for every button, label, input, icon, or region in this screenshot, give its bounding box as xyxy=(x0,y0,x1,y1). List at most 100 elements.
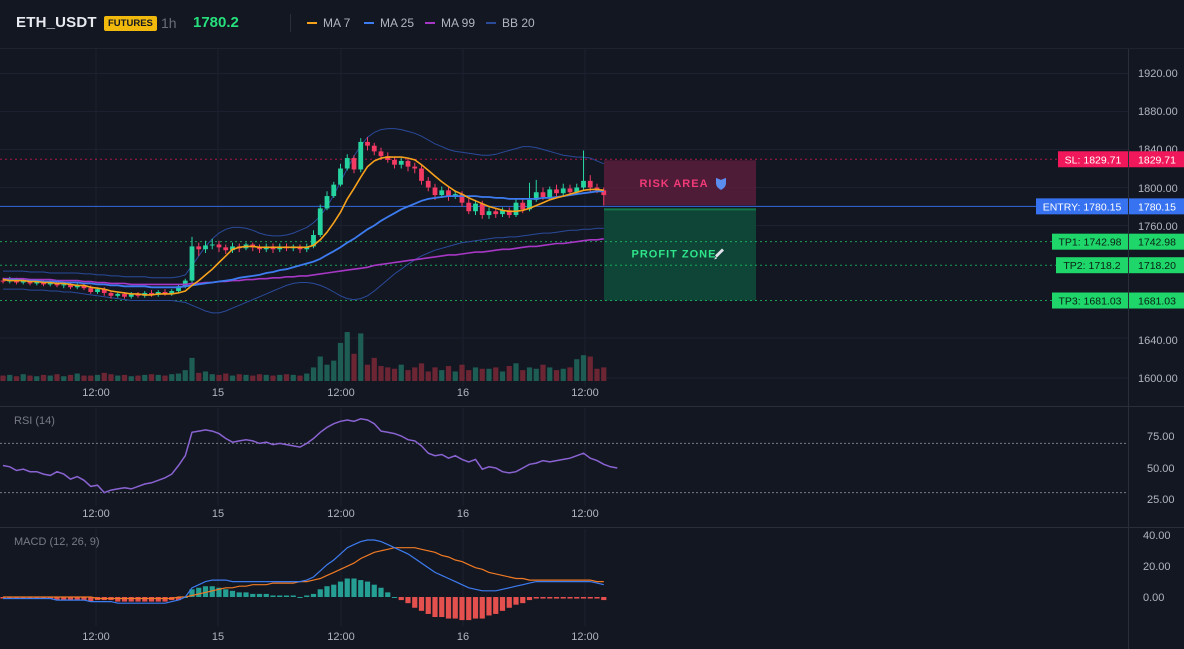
time-tick-label: 12:00 xyxy=(571,387,599,399)
volume-bar xyxy=(574,359,580,381)
trade-level-tag-label: ENTRY: 1780.15 xyxy=(1043,201,1122,213)
macd-histogram-bar xyxy=(223,589,229,597)
macd-histogram-bar xyxy=(553,597,560,599)
volume-bar xyxy=(189,357,195,381)
volume-bar xyxy=(337,342,344,381)
volume-bar xyxy=(398,364,404,381)
candle-body xyxy=(115,293,121,296)
volume-bar xyxy=(547,367,553,381)
macd-histogram-bar xyxy=(385,592,391,597)
volume-bar xyxy=(169,374,175,381)
macd-histogram-bar xyxy=(310,593,317,597)
volume-bar xyxy=(526,367,533,381)
candle-body xyxy=(520,202,526,210)
volume-bar xyxy=(358,333,364,381)
time-tick-label: 12:00 xyxy=(571,508,599,520)
macd-histogram-bar xyxy=(47,597,53,599)
volume-bar xyxy=(88,375,94,381)
candle-body xyxy=(574,187,580,193)
macd-histogram-bar xyxy=(412,597,418,608)
volume-bar xyxy=(432,367,438,381)
macd-histogram-bar xyxy=(67,597,74,601)
price-tick-label: 1760.00 xyxy=(1138,221,1178,233)
macd-histogram-bar xyxy=(189,589,195,597)
trade-level-axis-tag xyxy=(1129,151,1184,168)
macd-histogram-bar xyxy=(290,595,296,597)
candle-body xyxy=(108,292,114,296)
macd-histogram-bar xyxy=(425,597,431,614)
macd-histogram-bar xyxy=(216,587,222,597)
volume-bar xyxy=(61,376,67,381)
macd-histogram-bar xyxy=(277,595,283,597)
volume-bar xyxy=(466,370,472,381)
ma25-swatch-icon xyxy=(364,22,374,24)
time-tick-label: 12:00 xyxy=(327,631,355,643)
macd-histogram-bar xyxy=(209,586,215,597)
candle-body xyxy=(311,235,316,247)
legend-ma7[interactable]: MA 7 xyxy=(307,16,350,30)
macd-histogram-bar xyxy=(13,597,20,599)
volume-bar xyxy=(34,376,40,381)
legend-ma99[interactable]: MA 99 xyxy=(425,16,475,30)
volume-bar xyxy=(0,375,6,381)
macd-histogram-bar xyxy=(196,587,202,597)
trade-level-axis-value: 1742.98 xyxy=(1138,237,1176,249)
legend-bb20[interactable]: BB 20 xyxy=(486,16,535,30)
volume-bar xyxy=(506,366,512,381)
macd-histogram-bar xyxy=(40,597,47,599)
volume-bar xyxy=(7,374,13,381)
candle-body xyxy=(351,158,357,170)
candle-body xyxy=(392,159,397,165)
macd-histogram-bar xyxy=(472,597,479,619)
volume-bar xyxy=(20,374,26,381)
timeframe-label[interactable]: 1h xyxy=(161,15,177,31)
candle-body xyxy=(513,202,519,216)
volume-bar xyxy=(81,375,87,381)
candle-body xyxy=(216,244,222,248)
profit-zone-edge xyxy=(604,208,756,211)
macd-histogram-bar xyxy=(304,595,310,597)
time-tick-label: 15 xyxy=(212,508,224,520)
volume-bar xyxy=(472,367,479,381)
candle-body xyxy=(547,189,553,197)
trade-level-tag-label: TP2: 1718.2 xyxy=(1063,260,1120,272)
volume-bar xyxy=(418,363,425,381)
macd-histogram-bar xyxy=(297,597,303,598)
volume-bar xyxy=(270,375,276,381)
ma25-line xyxy=(3,190,604,289)
trade-level-axis-value: 1718.20 xyxy=(1138,260,1176,272)
header-divider xyxy=(290,14,291,32)
macd-histogram-bar xyxy=(256,593,263,597)
candle-body xyxy=(540,192,546,197)
macd-histogram-bar xyxy=(520,597,526,604)
candle-body xyxy=(47,282,53,285)
macd-histogram-bar xyxy=(499,597,506,611)
ma7-line xyxy=(2,156,604,296)
candle-body xyxy=(419,168,424,181)
volume-bar xyxy=(297,375,303,381)
macd-pane-label: MACD (12, 26, 9) xyxy=(14,536,100,548)
bollinger-lower-line xyxy=(3,227,604,314)
volume-bar xyxy=(439,370,445,381)
trade-level-axis-tag xyxy=(1129,233,1184,250)
volume-bar xyxy=(601,367,607,381)
macd-histogram-bar xyxy=(358,580,364,597)
candle-body xyxy=(439,190,445,196)
volume-bar xyxy=(378,366,384,381)
candle-body xyxy=(425,180,431,188)
volume-bar xyxy=(493,367,499,381)
candle-body xyxy=(196,246,202,250)
symbol-name[interactable]: ETH_USDT xyxy=(16,14,97,31)
candle-body xyxy=(34,281,40,284)
ma99-swatch-icon xyxy=(425,22,435,24)
legend-ma25[interactable]: MA 25 xyxy=(364,16,414,30)
macd-histogram-bar xyxy=(486,597,492,616)
volume-bar xyxy=(236,374,242,381)
macd-histogram-bar xyxy=(202,586,209,597)
volume-bar xyxy=(142,374,148,381)
macd-histogram-bar xyxy=(513,597,519,605)
macd-histogram-bar xyxy=(236,592,242,597)
macd-histogram-bar xyxy=(283,595,290,597)
macd-histogram-bar xyxy=(27,597,33,599)
